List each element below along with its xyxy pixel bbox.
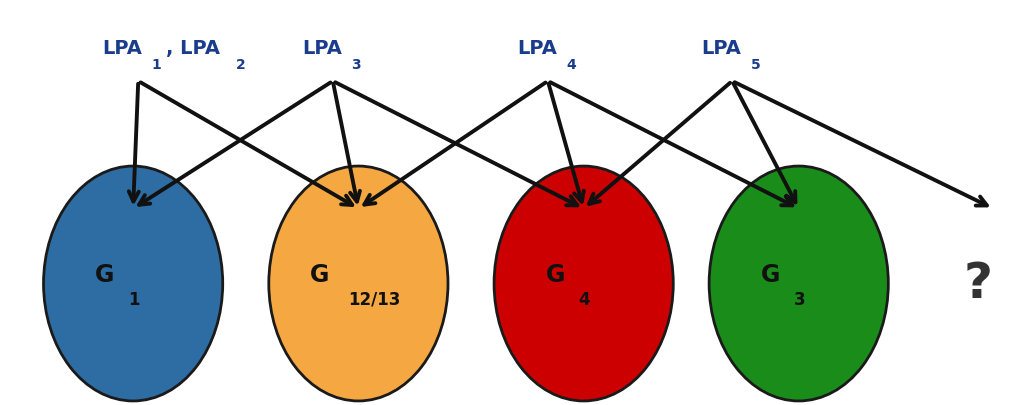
Text: 4: 4 <box>566 58 577 72</box>
Text: 2: 2 <box>236 58 246 72</box>
Text: , LPA: , LPA <box>166 39 220 58</box>
Text: LPA: LPA <box>517 39 557 58</box>
Text: 1: 1 <box>128 291 139 309</box>
Text: 3: 3 <box>794 291 805 309</box>
Text: LPA: LPA <box>102 39 142 58</box>
Text: 5: 5 <box>751 58 761 72</box>
Text: 3: 3 <box>351 58 360 72</box>
Ellipse shape <box>44 166 223 401</box>
Text: 12/13: 12/13 <box>348 291 400 309</box>
Ellipse shape <box>494 166 674 401</box>
Ellipse shape <box>268 166 449 401</box>
Text: LPA: LPA <box>701 39 741 58</box>
Text: G: G <box>95 263 115 288</box>
Text: LPA: LPA <box>302 39 342 58</box>
Text: ?: ? <box>964 260 992 307</box>
Text: G: G <box>761 263 780 288</box>
Text: 4: 4 <box>579 291 590 309</box>
Ellipse shape <box>709 166 889 401</box>
Text: 1: 1 <box>152 58 162 72</box>
Text: G: G <box>310 263 330 288</box>
Text: G: G <box>546 263 565 288</box>
